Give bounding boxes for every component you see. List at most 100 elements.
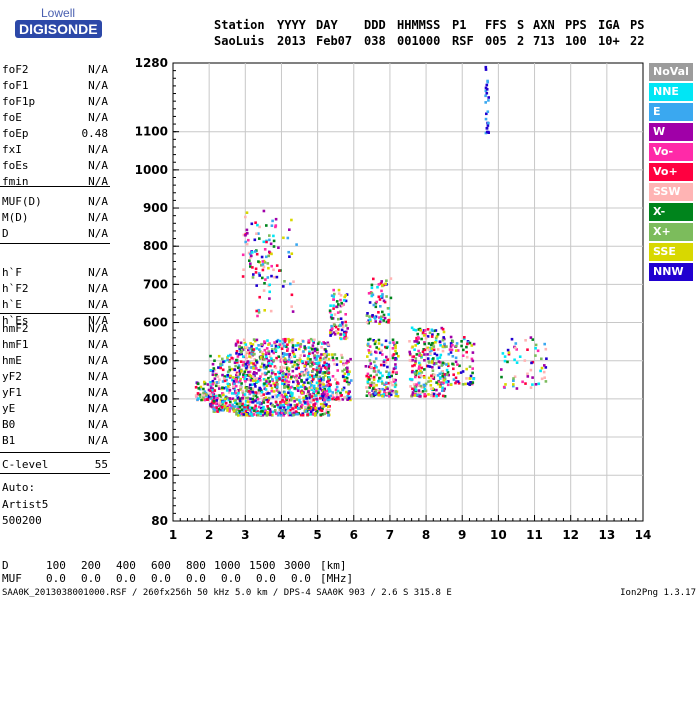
- echo-point: [328, 310, 332, 314]
- echo-point: [449, 351, 453, 354]
- echo-point: [459, 371, 463, 374]
- echo-point: [209, 393, 212, 397]
- echo-point: [334, 388, 338, 392]
- echo-point: [306, 362, 310, 366]
- echo-point: [265, 224, 268, 227]
- echo-point: [372, 339, 375, 342]
- echo-point: [523, 359, 527, 362]
- echo-point: [246, 408, 250, 412]
- echo-point: [303, 401, 307, 404]
- param-row: h`F N/A: [2, 266, 108, 282]
- echo-point: [262, 398, 266, 402]
- echo-point: [301, 412, 305, 415]
- echo-point: [258, 237, 261, 240]
- echo-point: [455, 342, 459, 345]
- echo-point: [435, 394, 438, 398]
- echo-point: [319, 367, 323, 371]
- chart-grid: [173, 63, 643, 521]
- echo-point: [303, 381, 306, 384]
- echo-point: [240, 370, 243, 373]
- echo-point: [374, 340, 377, 343]
- echo-point: [232, 376, 235, 379]
- echo-point: [417, 341, 420, 344]
- legend-item: NoVal: [649, 63, 693, 81]
- echo-point: [263, 371, 267, 375]
- echo-point: [457, 371, 460, 375]
- echo-point: [221, 386, 224, 389]
- echo-point: [377, 393, 380, 397]
- echo-point: [278, 269, 281, 272]
- echo-point: [263, 261, 267, 264]
- echo-point: [223, 403, 227, 407]
- echo-point: [227, 398, 231, 402]
- param-row: M(D) N/A: [2, 211, 108, 227]
- echo-point: [274, 349, 278, 352]
- echo-point: [317, 361, 321, 365]
- echo-point: [321, 394, 324, 398]
- echo-point: [328, 387, 331, 390]
- echo-point: [378, 320, 382, 324]
- echo-point: [244, 403, 247, 407]
- echo-point: [443, 387, 446, 391]
- echo-point: [254, 385, 257, 388]
- echo-point: [219, 399, 223, 402]
- echo-point: [299, 345, 302, 348]
- echo-point: [252, 372, 255, 376]
- y-tick-label: 80: [151, 514, 168, 528]
- echo-point: [226, 396, 229, 400]
- param-row: fxI N/A: [2, 143, 108, 159]
- echo-point: [235, 352, 238, 355]
- echo-point: [211, 383, 215, 386]
- x-tick-label: 8: [422, 528, 430, 542]
- echo-point: [463, 337, 466, 341]
- echo-point: [316, 348, 319, 351]
- logo-line2: DIGISONDE: [15, 20, 102, 38]
- echo-point: [245, 413, 248, 416]
- echo-point: [394, 346, 397, 350]
- echo-point: [223, 379, 227, 383]
- echo-point: [380, 295, 383, 298]
- echo-point: [263, 366, 266, 370]
- echo-point: [326, 384, 329, 387]
- echo-point: [283, 345, 286, 348]
- echo-point: [227, 391, 231, 394]
- echo-point: [239, 341, 243, 345]
- echo-point: [309, 374, 312, 377]
- echo-point: [223, 400, 227, 403]
- echo-point: [512, 379, 515, 382]
- echo-point: [416, 332, 419, 336]
- echo-point: [534, 354, 537, 357]
- echo-point: [238, 353, 241, 356]
- echo-point: [228, 376, 232, 379]
- hdr-value: 100: [565, 34, 587, 48]
- echo-point: [220, 363, 224, 367]
- echo-point: [258, 274, 261, 277]
- echo-point: [323, 403, 327, 407]
- echo-point: [365, 394, 369, 397]
- echo-point: [470, 357, 474, 361]
- echo-point: [334, 378, 337, 381]
- echo-point: [433, 352, 437, 355]
- echo-point: [236, 396, 240, 399]
- echo-point: [194, 386, 198, 389]
- echo-point: [271, 395, 275, 399]
- echo-point: [261, 260, 265, 263]
- echo-point: [289, 377, 293, 380]
- param-name: hmE: [2, 354, 22, 367]
- echo-point: [276, 379, 279, 382]
- param-name: foF1: [2, 79, 29, 92]
- echo-point: [368, 382, 371, 386]
- echo-point: [466, 342, 469, 346]
- echo-point: [393, 385, 397, 389]
- echo-point: [277, 405, 281, 409]
- echo-point: [431, 373, 435, 376]
- param-name: foE: [2, 111, 22, 124]
- echo-point: [384, 282, 387, 286]
- echo-point: [282, 236, 285, 240]
- echo-point: [442, 381, 445, 385]
- echo-point: [305, 397, 308, 400]
- echo-point: [285, 353, 289, 356]
- param-row: yF1 N/A: [2, 386, 108, 402]
- echo-point: [536, 349, 540, 353]
- echo-point: [342, 363, 345, 367]
